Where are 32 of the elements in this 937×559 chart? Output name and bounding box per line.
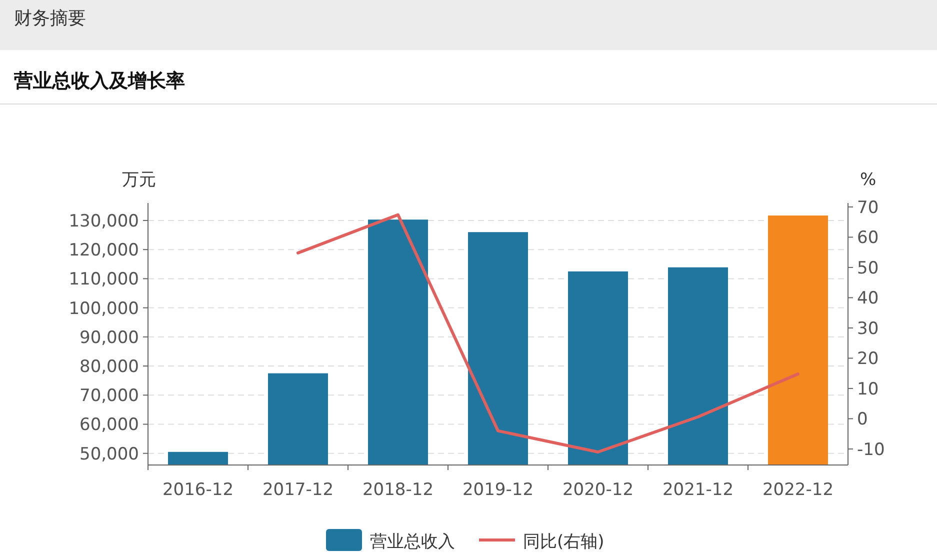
y-tick-label: 60,000 xyxy=(80,415,139,436)
line-series xyxy=(296,213,800,454)
y-tick-label: 110,000 xyxy=(68,270,139,290)
x-tick-label: 2021-12 xyxy=(662,480,734,500)
y2-axis-title: % xyxy=(860,170,876,190)
y-tick-label: 130,000 xyxy=(68,211,139,232)
y2-tick-label: 30 xyxy=(857,318,879,339)
y2-tick-label: 0 xyxy=(857,410,868,430)
y2-tick-label: 20 xyxy=(857,349,879,370)
chart-title: 营业总收入及增长率 xyxy=(13,70,185,92)
y2-tick-label: 50 xyxy=(857,258,879,278)
legend-label: 营业总收入 xyxy=(370,532,455,552)
y2-tick-label: 10 xyxy=(857,379,879,400)
x-tick-label: 2019-12 xyxy=(462,480,534,500)
y-tick-label: 80,000 xyxy=(80,357,139,378)
x-tick-label: 2016-12 xyxy=(162,480,234,500)
y-tick-label: 90,000 xyxy=(80,328,139,348)
y2-tick-label: 40 xyxy=(857,288,879,309)
y2-tick-label: -10 xyxy=(857,440,885,460)
x-tick-label: 2020-12 xyxy=(562,480,634,500)
y2-tick-label: 70 xyxy=(857,198,879,218)
y2-tick-label: 60 xyxy=(857,228,879,248)
legend-label: 同比(右轴) xyxy=(523,532,604,552)
y-tick-label: 70,000 xyxy=(80,386,139,406)
x-tick-label: 2018-12 xyxy=(362,480,434,500)
y-tick-label: 120,000 xyxy=(68,240,139,261)
y-tick-label: 50,000 xyxy=(80,444,139,464)
y-axis-title: 万元 xyxy=(122,170,156,190)
x-tick-label: 2017-12 xyxy=(262,480,334,500)
x-tick-label: 2022-12 xyxy=(762,480,834,500)
text: 财务摘要 xyxy=(14,8,86,29)
y-tick-label: 100,000 xyxy=(68,298,139,319)
